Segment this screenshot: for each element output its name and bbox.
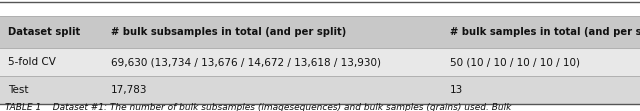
- Bar: [0, 48, 640, 76]
- Text: 69,630 (13,734 / 13,676 / 14,672 / 13,618 / 13,930): 69,630 (13,734 / 13,676 / 14,672 / 13,61…: [111, 57, 381, 67]
- Bar: [0, 76, 640, 104]
- Text: Dataset split: Dataset split: [8, 27, 81, 37]
- Text: 50 (10 / 10 / 10 / 10 / 10): 50 (10 / 10 / 10 / 10 / 10): [450, 57, 580, 67]
- Bar: [0, 104, 640, 111]
- Text: # bulk subsamples in total (and per split): # bulk subsamples in total (and per spli…: [111, 27, 346, 37]
- Bar: [0, 16, 640, 48]
- Text: 13: 13: [450, 85, 463, 95]
- Text: TABLE 1    Dataset #1: The number of bulk subsamples (imagesequences) and bulk s: TABLE 1 Dataset #1: The number of bulk s…: [5, 103, 511, 111]
- Text: 5-fold CV: 5-fold CV: [8, 57, 56, 67]
- Text: # bulk samples in total (and per split): # bulk samples in total (and per split): [450, 27, 640, 37]
- Text: 17,783: 17,783: [111, 85, 147, 95]
- Text: Test: Test: [8, 85, 29, 95]
